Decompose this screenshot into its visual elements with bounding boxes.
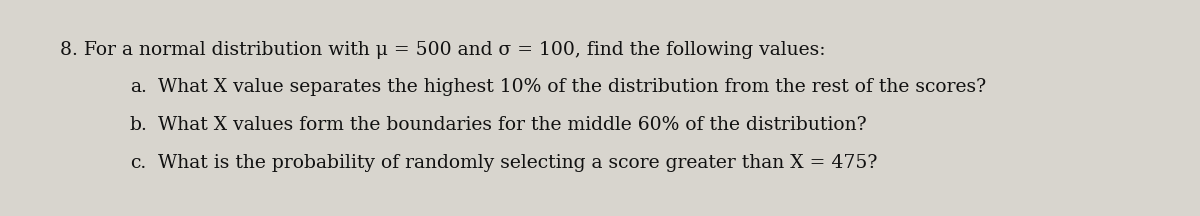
Text: What is the probability of randomly selecting a score greater than X = 475?: What is the probability of randomly sele…	[158, 154, 877, 172]
Text: a.: a.	[130, 78, 146, 96]
Text: c.: c.	[130, 154, 146, 172]
Text: What X value separates the highest 10% of the distribution from the rest of the : What X value separates the highest 10% o…	[158, 78, 986, 96]
Text: 8. For a normal distribution with μ = 500 and σ = 100, find the following values: 8. For a normal distribution with μ = 50…	[60, 41, 826, 59]
Text: What X values form the boundaries for the middle 60% of the distribution?: What X values form the boundaries for th…	[158, 116, 866, 134]
Text: b.: b.	[130, 116, 148, 134]
